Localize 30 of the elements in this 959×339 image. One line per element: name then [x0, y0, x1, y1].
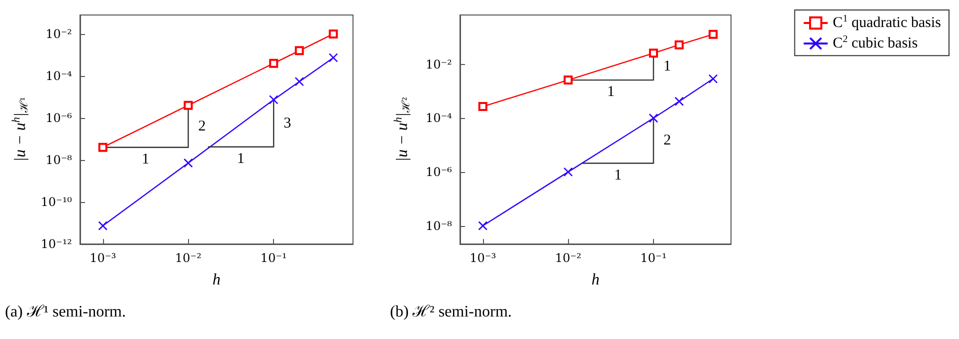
x-tick-label: 10⁻³	[470, 251, 496, 265]
text: (a) ℋ¹ semi-norm.	[5, 304, 126, 320]
y-axis-title: |u − uh|ℋ¹	[10, 97, 30, 162]
annotation: 3	[284, 115, 292, 132]
y-tick-label: 10⁻⁸	[46, 152, 72, 167]
x-tick-label: 10⁻²	[554, 251, 582, 265]
y-tick-label: 10⁻²	[426, 57, 452, 72]
annotation: 2	[198, 118, 206, 134]
y-axis-title: |u − uh|ℋ²	[392, 96, 412, 162]
x-tick-label: 10⁻³	[90, 251, 116, 265]
x-tick-label: 10⁻¹	[640, 251, 667, 265]
annotation: 2	[663, 132, 671, 149]
y-tick-label: 10⁻¹²	[40, 237, 72, 251]
annotation: 1	[142, 151, 150, 168]
y-tick-label: 10⁻²	[46, 26, 72, 41]
text: (b) ℋ² semi-norm.	[390, 304, 512, 320]
annotation: 1	[614, 167, 622, 184]
y-tick-label: 10⁻⁴	[46, 68, 72, 83]
annotation: 1	[663, 58, 671, 75]
y-tick-label: 10⁻⁶	[46, 110, 72, 125]
y-tick-label: 10⁻⁸	[426, 218, 452, 233]
x-tick-label: 10⁻¹	[260, 251, 287, 265]
annotation: 1	[237, 150, 245, 167]
x-tick-label: 10⁻²	[175, 251, 202, 265]
x-axis-title: h	[592, 272, 600, 288]
y-tick-label: 10⁻¹⁰	[40, 194, 72, 209]
y-tick-label: 10⁻⁴	[426, 111, 452, 126]
y-tick-label: 10⁻⁶	[426, 164, 452, 179]
x-axis-title: h	[212, 272, 220, 288]
annotation: 1	[607, 84, 615, 100]
